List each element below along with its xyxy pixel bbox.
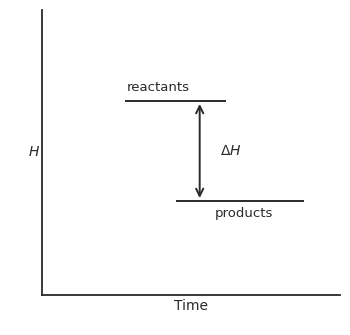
Text: $\Delta H$: $\Delta H$ xyxy=(220,144,242,158)
Y-axis label: H: H xyxy=(28,145,39,159)
X-axis label: Time: Time xyxy=(174,299,208,313)
Text: reactants: reactants xyxy=(127,81,190,94)
Text: products: products xyxy=(215,206,273,219)
